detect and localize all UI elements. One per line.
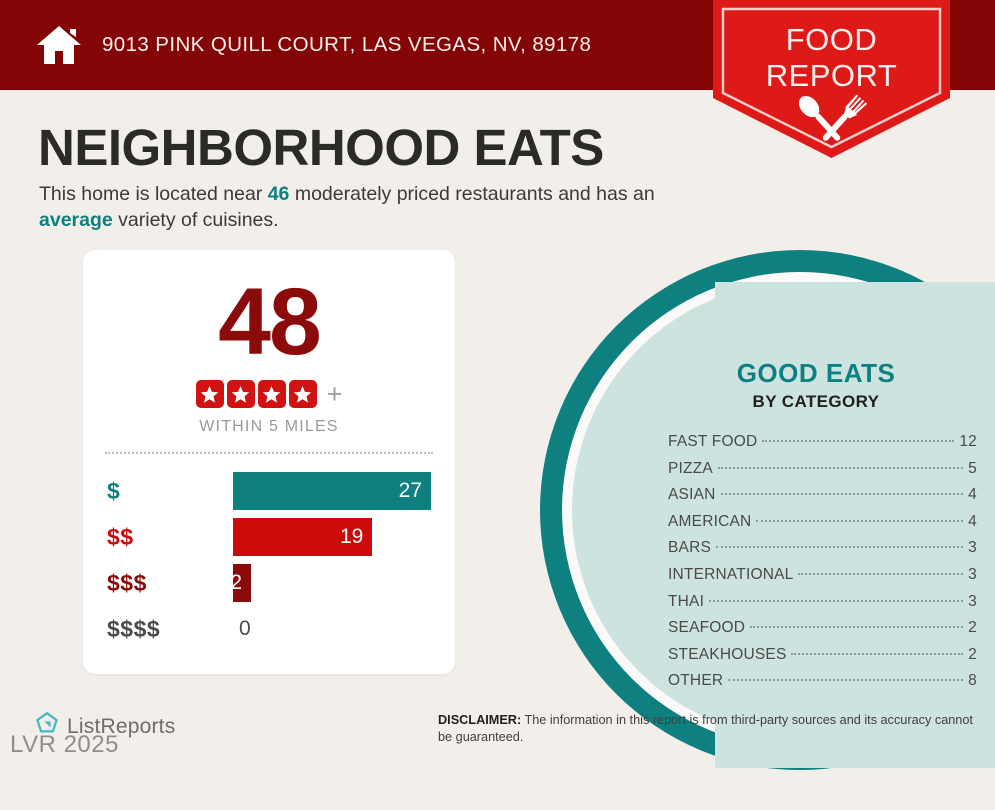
category-name: ASIAN [668,486,716,504]
plus-icon: + [326,378,343,409]
price-tier-bar-chart: $ 27 $$ 19 $$$ 2 $$$$ [83,468,455,652]
disclaimer: DISCLAIMER: The information in this repo… [438,712,986,746]
price-tier-label: $$$$ [107,615,161,642]
category-value: 4 [968,512,977,530]
header-address: 9013 PINK QUILL COURT, LAS VEGAS, NV, 89… [102,33,592,56]
bar-chart-row: $ 27 [107,468,433,514]
list-item: OTHER 8 [668,672,977,699]
price-tier-label: $ [107,477,121,504]
category-value: 4 [968,486,977,504]
price-tier-label: $$$ [107,569,147,596]
card-divider [105,452,433,454]
star-icon [288,380,317,408]
restaurant-summary-card: 48 + WITHIN 5 MILES $ 27 $$ [83,250,455,674]
category-value: 3 [968,592,977,610]
list-item: BARS 3 [668,539,977,566]
category-value: 3 [968,539,977,557]
listreports-pentagon-icon [34,711,60,742]
disclaimer-text: The information in this report is from t… [438,713,973,744]
good-eats-panel-background [715,282,995,768]
list-item: THAI 3 [668,593,977,620]
dot-leader [720,493,964,496]
category-name: PIZZA [668,459,713,477]
home-icon [36,24,82,66]
bar-fill: 27 [233,472,431,510]
list-item: INTERNATIONAL 3 [668,566,977,593]
list-item: STEAKHOUSES 2 [668,646,977,673]
category-value: 2 [968,645,977,663]
dot-leader [716,546,964,549]
dot-leader [750,626,964,629]
good-eats-title: GOOD EATS [736,358,896,388]
bar-track: 0 [233,610,433,648]
list-item: SEAFOOD 2 [668,619,977,646]
food-report-badge: FOOD REPORT [713,0,950,160]
star-icon [257,380,286,408]
category-value: 3 [968,565,977,583]
category-value: 5 [968,459,977,477]
bar-track: 19 [233,518,433,556]
subtitle-part-2: moderately priced restaurants and has an [289,183,655,205]
dot-leader [798,572,964,575]
subtitle-restaurant-count: 46 [267,183,290,205]
category-name: THAI [668,592,705,610]
bar-chart-row: $$$ 2 [107,560,433,606]
category-name: OTHER [668,672,724,690]
star-icon [195,380,224,408]
dot-leader [756,519,964,522]
page-subtitle: This home is located near 46 moderately … [39,181,689,233]
spoon-fork-icon [798,94,868,141]
subtitle-part-3: variety of cuisines. [112,209,279,231]
within-radius-label: WITHIN 5 MILES [199,418,339,435]
bar-value: 19 [339,525,364,548]
good-eats-section: GOOD EATS BY CATEGORY FAST FOOD 12 PIZZA… [655,358,995,699]
category-name: AMERICAN [668,512,752,530]
dot-leader [717,466,964,469]
list-item: FAST FOOD 12 [668,433,977,460]
disclaimer-label: DISCLAIMER: [438,713,522,727]
list-item: PIZZA 5 [668,460,977,487]
bar-track: 27 [233,472,433,510]
category-value: 2 [968,619,977,637]
category-value: 8 [968,672,977,690]
dot-leader [709,599,964,602]
category-name: SEAFOOD [668,619,746,637]
category-name: FAST FOOD [668,433,758,450]
dot-leader [762,440,955,442]
bar-value: 27 [398,479,422,502]
dot-leader [791,652,964,655]
watermark-text: LVR 2025 [10,731,119,758]
good-eats-subtitle: BY CATEGORY [752,392,880,411]
bar-chart-row: $$ 19 [107,514,433,560]
bar-track: 2 [230,564,433,602]
list-item: AMERICAN 4 [668,513,977,540]
star-icon [226,380,255,408]
listreports-wordmark: ListReports [67,714,176,738]
bar-value: 0 [239,617,251,640]
price-tier-label: $$ [107,523,134,550]
category-name: BARS [668,539,712,557]
bar-value: 2 [230,571,242,594]
subtitle-part-1: This home is located near [39,183,268,205]
bar-fill: 2 [230,564,251,602]
list-item: ASIAN 4 [668,486,977,513]
category-value: 12 [959,433,977,450]
subtitle-variety: average [39,209,113,231]
listreports-logo: ListReports [34,711,175,742]
bar-fill: 19 [233,518,373,556]
good-eats-list: FAST FOOD 12 PIZZA 5 ASIAN 4 AMERICAN 4 … [655,433,995,699]
category-name: INTERNATIONAL [668,565,794,583]
star-rating: + [83,380,455,408]
page-title: NEIGHBORHOOD EATS [38,119,604,176]
restaurant-count-total: 48 [218,269,322,375]
bar-chart-row: $$$$ 0 [107,606,433,652]
dot-leader [728,679,964,682]
category-name: STEAKHOUSES [668,645,787,663]
